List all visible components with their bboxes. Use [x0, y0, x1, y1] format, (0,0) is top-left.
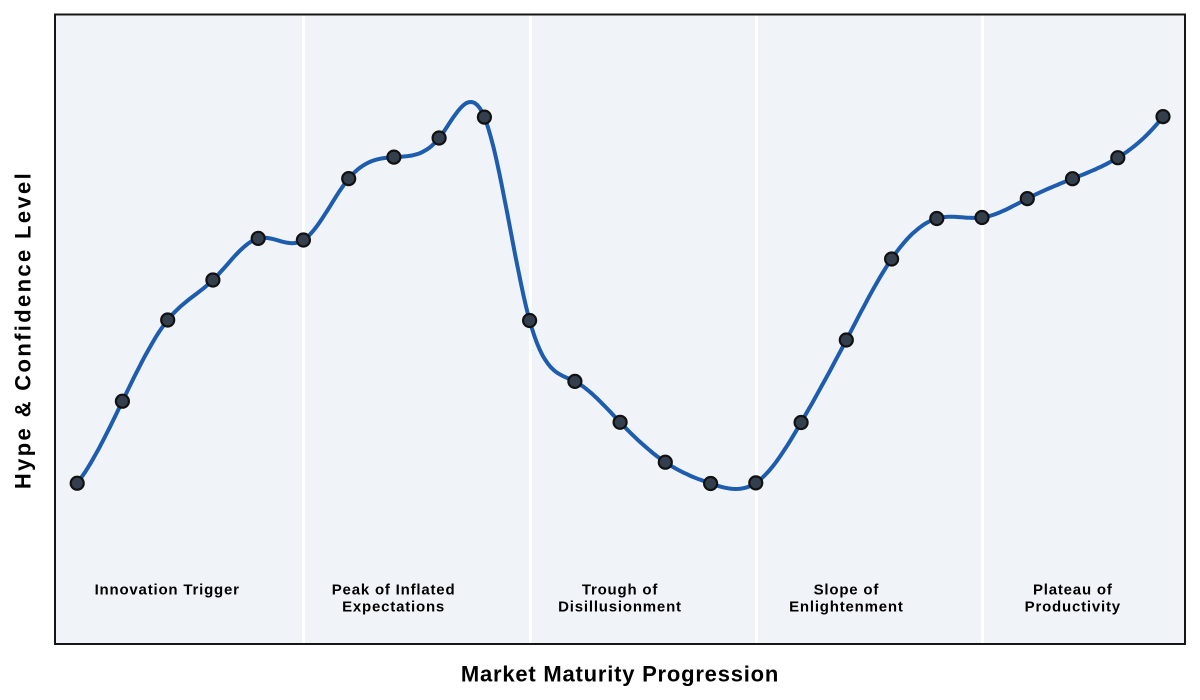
svg-text:Innovation Trigger: Innovation Trigger [95, 582, 240, 599]
svg-text:Hype & Confidence Level: Hype & Confidence Level [11, 171, 36, 489]
svg-text:Market Maturity Progression: Market Maturity Progression [461, 662, 779, 687]
